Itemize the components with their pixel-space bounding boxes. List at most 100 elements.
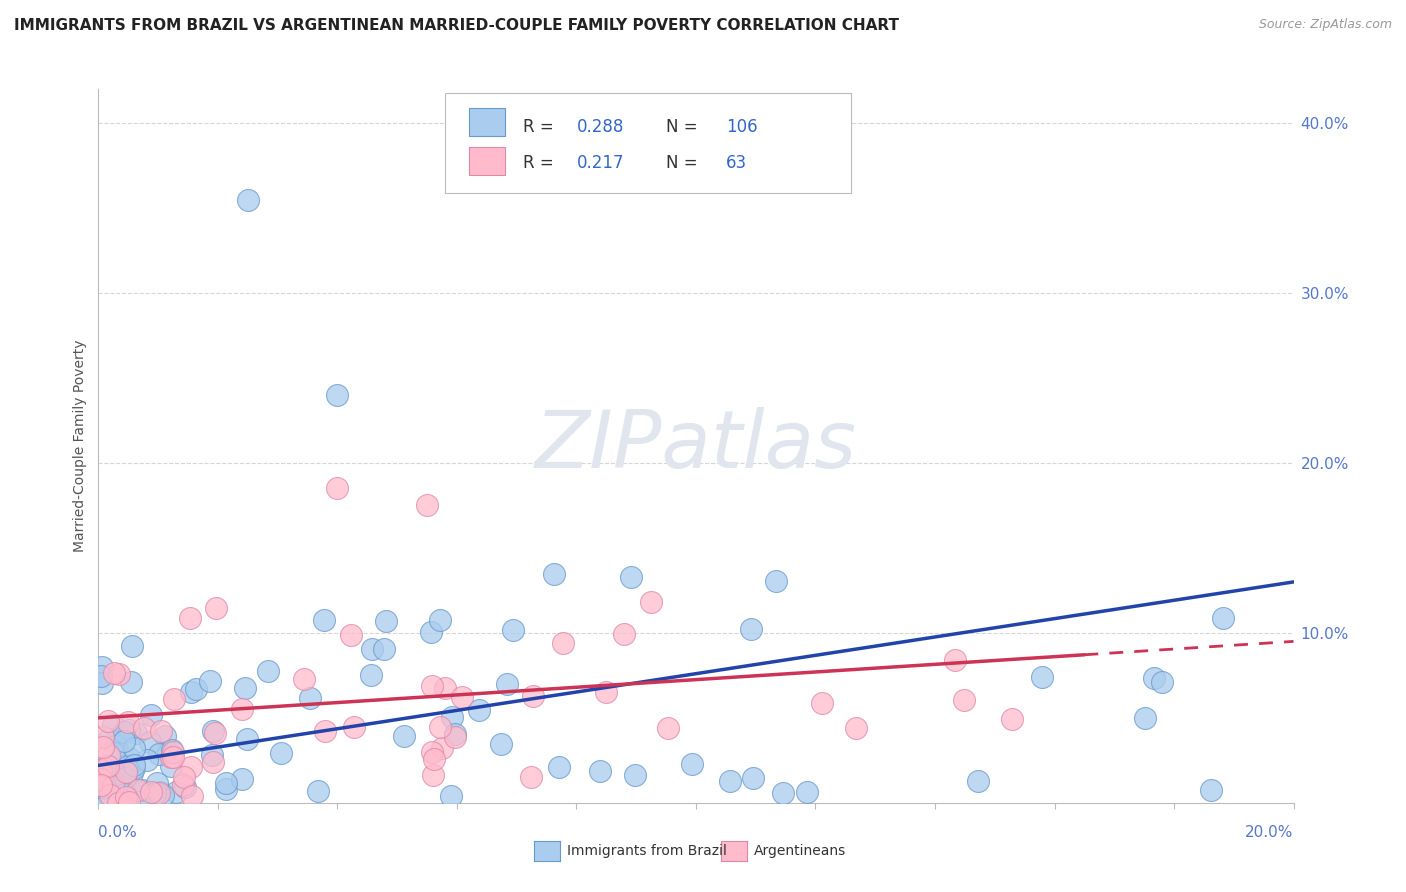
Point	[162, 745, 184, 759]
Point	[440, 710, 463, 724]
Point	[163, 692, 186, 706]
Point	[844, 721, 866, 735]
Point	[231, 772, 253, 786]
Point	[373, 642, 395, 657]
Text: Source: ZipAtlas.com: Source: ZipAtlas.com	[1258, 18, 1392, 31]
Point	[124, 783, 146, 797]
Point	[152, 788, 174, 802]
Point	[180, 789, 202, 803]
Point	[98, 795, 121, 809]
Point	[122, 761, 145, 775]
Point	[1001, 712, 1024, 726]
Point	[117, 751, 139, 765]
Point	[468, 702, 491, 716]
Point	[235, 732, 257, 747]
Point	[180, 685, 202, 699]
Text: 63: 63	[725, 153, 747, 171]
Point	[91, 740, 114, 755]
Point	[90, 778, 112, 792]
Point	[112, 725, 135, 739]
Point	[326, 482, 349, 496]
Point	[236, 193, 259, 207]
Point	[314, 723, 336, 738]
Point	[125, 726, 148, 740]
Point	[429, 614, 451, 628]
Point	[115, 765, 138, 780]
Point	[104, 738, 127, 752]
Point	[103, 779, 125, 793]
Point	[90, 768, 112, 782]
Point	[496, 677, 519, 691]
Text: 0.0%: 0.0%	[98, 825, 138, 840]
Point	[326, 388, 349, 402]
Point	[103, 746, 125, 760]
Point	[117, 759, 139, 773]
Point	[429, 720, 451, 734]
Point	[184, 682, 207, 697]
Point	[100, 771, 122, 785]
Point	[440, 789, 463, 803]
Point	[96, 758, 118, 772]
Point	[108, 781, 131, 796]
Point	[160, 749, 183, 764]
Point	[1212, 611, 1234, 625]
Point	[157, 745, 180, 759]
Point	[141, 708, 163, 723]
Point	[200, 673, 222, 688]
Y-axis label: Married-Couple Family Poverty: Married-Couple Family Poverty	[73, 340, 87, 552]
Point	[967, 773, 990, 788]
Point	[548, 760, 571, 774]
Point	[165, 785, 187, 799]
Text: Immigrants from Brazil: Immigrants from Brazil	[567, 844, 727, 858]
Point	[90, 763, 112, 777]
Point	[90, 772, 112, 786]
Point	[215, 782, 238, 797]
Text: ZIPatlas: ZIPatlas	[534, 407, 858, 485]
Point	[502, 623, 524, 637]
Point	[1143, 671, 1166, 685]
Point	[231, 702, 253, 716]
Point	[741, 771, 763, 785]
Point	[1150, 674, 1173, 689]
Point	[145, 786, 167, 800]
Point	[115, 763, 138, 777]
Point	[640, 595, 662, 609]
Point	[201, 748, 224, 763]
Point	[146, 776, 169, 790]
Point	[1199, 783, 1222, 797]
Text: IMMIGRANTS FROM BRAZIL VS ARGENTINEAN MARRIED-COUPLE FAMILY POVERTY CORRELATION : IMMIGRANTS FROM BRAZIL VS ARGENTINEAN MA…	[14, 18, 898, 33]
FancyBboxPatch shape	[444, 93, 852, 193]
Point	[811, 696, 834, 710]
Point	[360, 642, 382, 657]
Point	[489, 737, 512, 751]
Point	[117, 796, 139, 810]
Point	[520, 771, 543, 785]
Point	[148, 747, 170, 762]
Point	[299, 691, 322, 706]
Text: 106: 106	[725, 118, 758, 136]
Point	[772, 785, 794, 799]
Point	[112, 734, 135, 748]
Point	[98, 731, 121, 746]
Point	[270, 746, 292, 760]
Point	[430, 740, 453, 755]
Point	[522, 689, 544, 703]
Point	[595, 685, 617, 699]
Point	[91, 780, 114, 794]
Point	[118, 723, 141, 737]
Point	[204, 601, 226, 615]
Point	[174, 780, 197, 794]
Point	[214, 775, 236, 789]
Point	[360, 667, 382, 681]
Point	[94, 761, 117, 775]
Point	[114, 788, 136, 802]
Point	[340, 628, 363, 642]
Point	[443, 727, 465, 741]
Point	[201, 756, 224, 770]
Point	[118, 795, 141, 809]
Point	[148, 786, 170, 800]
Point	[117, 714, 139, 729]
Point	[765, 574, 787, 589]
Point	[343, 719, 366, 733]
Point	[127, 783, 149, 797]
